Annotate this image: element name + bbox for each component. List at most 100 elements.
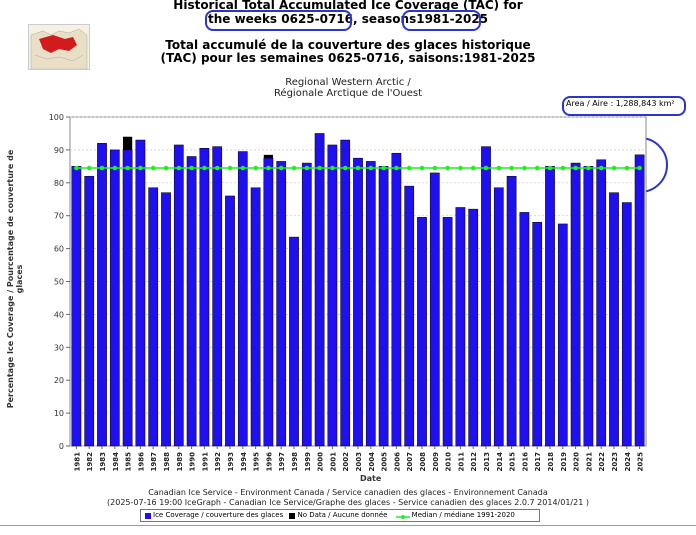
ice-coverage-bar [404, 185, 415, 447]
x-tick-label: 1990 [189, 452, 197, 472]
median-point [611, 165, 617, 171]
median-point [291, 165, 297, 171]
x-tick-label: 2023 [611, 452, 619, 472]
x-tick-label: 2025 [637, 452, 645, 472]
ice-coverage-bar [493, 187, 504, 447]
bottom-divider [0, 525, 696, 526]
median-point [189, 165, 194, 171]
median-point [176, 165, 182, 171]
ice-coverage-bar [314, 133, 325, 447]
median-point [74, 165, 79, 171]
ice-coverage-bar [468, 208, 479, 447]
ice-coverage-bar [378, 166, 389, 447]
legend-swatch-ice [145, 512, 151, 519]
median-point [445, 165, 450, 171]
x-axis-label: Date [360, 474, 382, 483]
median-point [547, 165, 553, 171]
area-highlight-oval [562, 96, 686, 116]
title-seasons: 1981-2025 [416, 12, 489, 26]
ice-coverage-bar [250, 187, 261, 447]
ice-coverage-bar [365, 161, 376, 447]
median-point [214, 165, 220, 171]
median-point [637, 165, 642, 171]
median-point [458, 165, 463, 171]
x-tick-label: 1995 [253, 452, 261, 472]
title-en-line1: Historical Total Accumulated Ice Coverag… [173, 0, 523, 12]
y-tick-label: 100 [49, 113, 64, 122]
x-tick-label: 2020 [573, 452, 581, 472]
ice-coverage-bar [109, 149, 120, 447]
x-tick-label: 1982 [86, 452, 94, 472]
median-point [150, 165, 156, 171]
title-fr-line2: (TAC) pour les semaines 0625-0716, saiso… [160, 51, 536, 65]
ice-coverage-bar [263, 157, 274, 447]
x-tick-label: 2005 [381, 452, 389, 472]
ice-coverage-bar [583, 166, 594, 447]
title-weeks: the weeks 0625-0716, [207, 12, 358, 26]
x-tick-label: 1991 [201, 452, 209, 472]
ice-coverage-bar [97, 143, 107, 447]
y-tick-label: 0 [59, 442, 64, 451]
median-point [317, 165, 322, 171]
y-tick-label: 80 [54, 179, 64, 188]
x-tick-label: 1984 [112, 452, 120, 472]
ice-coverage-bar [148, 187, 159, 447]
y-tick-label: 70 [54, 212, 64, 221]
median-point [560, 165, 566, 171]
ice-coverage-bar [519, 212, 530, 447]
median-point [227, 165, 233, 171]
x-tick-label: 2001 [329, 452, 337, 472]
ice-coverage-bar [634, 154, 645, 447]
x-tick-label: 1998 [291, 452, 299, 472]
ice-coverage-bar-chart: 0 10 20 30 40 50 60 70 80 90 100 1981 1982 1983 1984 19… [49, 113, 647, 472]
ice-coverage-bar [161, 192, 171, 447]
median-point [406, 165, 412, 171]
ice-coverage-bar [84, 175, 95, 447]
y-tick-label: 20 [54, 376, 64, 385]
ice-coverage-bar [186, 156, 197, 447]
ice-coverage-bar [506, 175, 517, 447]
title-fr-line1: Total accumulé de la couverture des glac… [165, 38, 531, 52]
x-tick-label: 1999 [304, 452, 312, 472]
x-tick-label: 2016 [521, 452, 529, 472]
x-tick-label: 1985 [125, 452, 133, 472]
ice-coverage-bar [199, 148, 210, 447]
median-point [278, 165, 284, 171]
title-en-line2: the weeks 0625-0716, seasons1981-2025 [0, 12, 696, 27]
y-tick-label: 10 [54, 409, 64, 418]
x-tick-label: 1996 [265, 452, 273, 472]
ice-coverage-bar [417, 217, 427, 447]
median-point [253, 165, 258, 171]
ice-coverage-bar [442, 217, 453, 447]
x-tick-label: 1988 [163, 452, 171, 472]
x-tick-label: 2019 [560, 452, 568, 472]
ice-coverage-bar [71, 166, 82, 447]
ice-coverage-bar [621, 202, 632, 447]
median-point [394, 165, 399, 171]
median-point [304, 165, 310, 171]
legend-swatch-nodata [289, 512, 296, 519]
median-point [496, 165, 502, 171]
median-point [586, 165, 591, 171]
y-tick-label: 30 [54, 343, 64, 352]
x-tick-label: 1981 [73, 452, 81, 472]
weeks-highlight-oval [205, 10, 352, 31]
x-tick-label: 2003 [355, 452, 363, 472]
ice-coverage-bar [327, 144, 338, 447]
x-tick-label: 2011 [457, 452, 465, 472]
median-point [342, 165, 348, 171]
ice-coverage-bar [570, 162, 581, 447]
x-tick-label: 1983 [99, 452, 107, 472]
median-point [138, 165, 143, 171]
seasons-highlight-oval [402, 10, 481, 31]
footer-version: (2025-07-16 19:00 IceGraph - Canadian Ic… [107, 498, 589, 507]
median-point [112, 165, 118, 171]
x-tick-label: 2007 [406, 452, 414, 472]
x-tick-label: 1992 [214, 452, 222, 472]
area-label: Area / Aire : 1,288,843 km² [566, 99, 675, 108]
x-tick-label: 1989 [176, 452, 184, 472]
ice-coverage-bar [122, 149, 133, 447]
ice-coverage-bar [391, 152, 402, 447]
legend-median-label: Median / médiane 1991-2020 [411, 511, 515, 519]
x-tick-label: 1997 [278, 452, 286, 472]
